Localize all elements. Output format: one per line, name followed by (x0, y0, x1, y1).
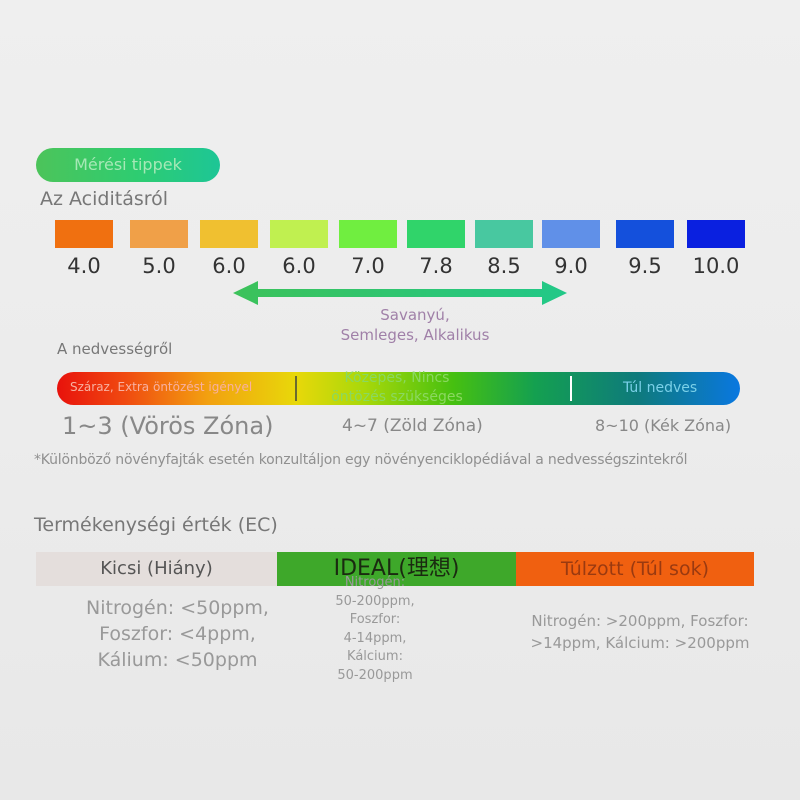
detail-line: Kálium: <50ppm (97, 649, 258, 671)
detail-line: 4-14ppm, (343, 630, 407, 646)
ph-label: 7.8 (419, 254, 453, 278)
ph-scale: 4.0 5.0 6.0 6.0 7.0 7.8 8.5 9.0 9.5 10.0 (55, 220, 745, 280)
zone-divider (295, 376, 297, 401)
ph-swatch (55, 220, 113, 248)
acidity-title: Az Aciditásról (40, 188, 169, 210)
ph-swatch (130, 220, 188, 248)
ph-item: 9.0 (542, 220, 600, 278)
ph-label: 7.0 (351, 254, 385, 278)
ph-label: 8.5 (487, 254, 521, 278)
ph-item: 5.0 (130, 220, 188, 278)
zone-divider (570, 376, 572, 401)
ph-swatch (270, 220, 328, 248)
ph-swatch (542, 220, 600, 248)
ph-item: 7.0 (339, 220, 397, 278)
ec-bar: Kicsi (Hiány) IDEAL(理想) Túlzott (Túl sok… (36, 552, 754, 586)
ph-item: 4.0 (55, 220, 113, 278)
ec-low-segment: Kicsi (Hiány) (36, 552, 277, 586)
moderate-label: Közepes, Nincs öntözés szükséges (322, 369, 472, 407)
ec-title: Termékenységi érték (EC) (34, 514, 278, 536)
moisture-gradient-bar: Száraz, Extra öntözést igényel Közepes, … (57, 369, 740, 407)
ph-item: 8.5 (475, 220, 533, 278)
detail-line: Foszfor: (349, 612, 401, 627)
ec-low-details: Nitrogén: <50ppm, Foszfor: <4ppm, Kálium… (60, 595, 295, 673)
double-arrow-icon (233, 281, 567, 305)
ec-ideal-details: Nitrogén: 50-200ppm, Foszfor: 4-14ppm, K… (310, 574, 440, 685)
ph-swatch (616, 220, 674, 248)
ph-item: 10.0 (687, 220, 745, 278)
ph-label: 5.0 (142, 254, 176, 278)
ph-label: 9.5 (628, 254, 662, 278)
ph-item: 9.5 (616, 220, 674, 278)
blue-zone-label: 8~10 (Kék Zóna) (595, 416, 732, 435)
detail-line: >14ppm, Kálcium: >200ppm (530, 634, 750, 652)
moderate-line: Közepes, Nincs (344, 370, 450, 386)
red-zone-label: 1~3 (Vörös Zóna) (62, 412, 274, 440)
ph-item: 6.0 (200, 220, 258, 278)
ph-label: 6.0 (282, 254, 316, 278)
detail-line: 50-200ppm (337, 667, 413, 683)
too-wet-label: Túl nedves (623, 380, 698, 396)
detail-line: 50-200ppm, (335, 593, 415, 609)
detail-line: Kálcium: (347, 649, 403, 664)
ph-swatch (407, 220, 465, 248)
detail-line: Nitrogén: (344, 575, 406, 590)
ph-swatch (339, 220, 397, 248)
dry-label: Száraz, Extra öntözést igényel (70, 380, 253, 394)
caption-line: Savanyú, (380, 306, 450, 324)
ph-label: 4.0 (67, 254, 101, 278)
moisture-note: *Különböző növényfajták esetén konzultál… (34, 452, 688, 468)
ph-label: 6.0 (212, 254, 246, 278)
ph-item: 7.8 (407, 220, 465, 278)
moderate-line: öntözés szükséges (331, 389, 463, 405)
detail-line: Nitrogén: <50ppm, (86, 597, 269, 619)
ec-high-details: Nitrogén: >200ppm, Foszfor: >14ppm, Kálc… (505, 610, 775, 654)
ph-swatch (200, 220, 258, 248)
measurement-tips-badge: Mérési tippek (36, 148, 220, 182)
moisture-title: A nedvességről (57, 340, 173, 358)
caption-line: Semleges, Alkalikus (340, 326, 490, 344)
detail-line: Nitrogén: >200ppm, Foszfor: (531, 612, 749, 630)
ph-swatch (475, 220, 533, 248)
ec-high-segment: Túlzott (Túl sok) (516, 552, 754, 586)
ph-range-caption: Savanyú, Semleges, Alkalikus (300, 305, 530, 345)
ph-label: 10.0 (692, 254, 740, 278)
ec-ideal-segment: IDEAL(理想) (277, 552, 516, 586)
green-zone-label: 4~7 (Zöld Zóna) (342, 416, 483, 436)
ph-item: 6.0 (270, 220, 328, 278)
ph-label: 9.0 (554, 254, 588, 278)
ph-swatch (687, 220, 745, 248)
detail-line: Foszfor: <4ppm, (99, 623, 256, 645)
